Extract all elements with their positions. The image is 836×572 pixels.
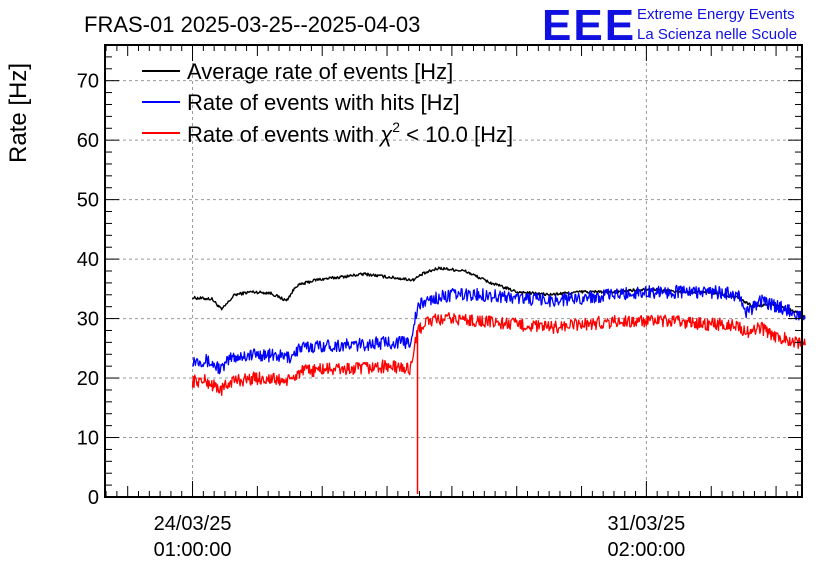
x-tick-date: 24/03/25	[154, 513, 232, 535]
y-tick-label: 20	[77, 368, 99, 390]
y-tick-label: 10	[77, 428, 99, 450]
series-layer	[191, 266, 806, 495]
eee-logo-line2: La Scienza nelle Scuole	[637, 26, 797, 43]
y-axis-label: Rate [Hz]	[5, 63, 32, 163]
y-tick-label: 30	[77, 309, 99, 331]
eee-logo-line1: Extreme Energy Events	[637, 6, 795, 23]
eee-logo: EEE Extreme Energy Events La Scienza nel…	[542, 1, 797, 50]
x-tick-time: 02:00:00	[607, 539, 685, 561]
x-tick-date: 31/03/25	[607, 513, 685, 535]
legend-label-avg: Average rate of events [Hz]	[187, 59, 453, 84]
y-tick-label: 50	[77, 190, 99, 212]
axis-ticks	[105, 44, 802, 498]
legend-label-hits: Rate of events with hits [Hz]	[187, 90, 460, 115]
x-tick-time: 01:00:00	[154, 539, 232, 561]
tick-labels: 0 10 20 30 40 50 60 70 24/03/25 01:00:00 31/03/25 0…	[77, 71, 686, 561]
legend-label-chi2: Rate of events with χ2 < 10.0 [Hz]	[187, 119, 513, 147]
legend: Average rate of events [Hz] Rate of even…	[142, 59, 513, 147]
series-line-1	[192, 284, 806, 375]
series-line-2	[191, 312, 806, 397]
y-tick-label: 40	[77, 249, 99, 271]
y-tick-label: 0	[88, 487, 99, 509]
y-tick-label: 70	[77, 71, 99, 93]
chart-title: FRAS-01 2025-03-25--2025-04-03	[84, 12, 420, 37]
y-tick-label: 60	[77, 130, 99, 152]
eee-logo-mark: EEE	[542, 1, 636, 50]
